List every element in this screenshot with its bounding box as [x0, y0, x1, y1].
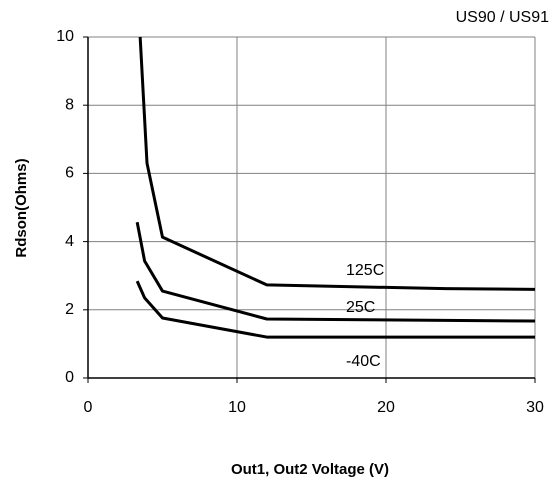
data-line: [135, 280, 535, 339]
y-tick-label: 2: [65, 301, 74, 318]
y-tick-label: 10: [56, 28, 74, 45]
series-label: 125C: [346, 262, 384, 279]
chart-subtitle: US90 / US91: [456, 9, 549, 26]
x-axis-label: Out1, Out2 Voltage (V): [231, 461, 389, 478]
series-label: 25C: [346, 299, 375, 316]
y-tick-label: 4: [65, 233, 74, 250]
y-tick-label: 0: [65, 369, 74, 386]
data-line: [138, 36, 536, 291]
x-tick-label: 10: [228, 399, 246, 416]
data-line: [135, 221, 536, 323]
y-tick-label: 6: [65, 165, 74, 182]
x-tick-label: 20: [377, 399, 395, 416]
x-tick-label: 0: [84, 399, 93, 416]
y-axis-label: Rdson(Ohms): [13, 158, 30, 257]
x-tick-label: 30: [526, 399, 544, 416]
y-tick-label: 8: [65, 96, 74, 113]
series-label: -40C: [346, 353, 381, 370]
